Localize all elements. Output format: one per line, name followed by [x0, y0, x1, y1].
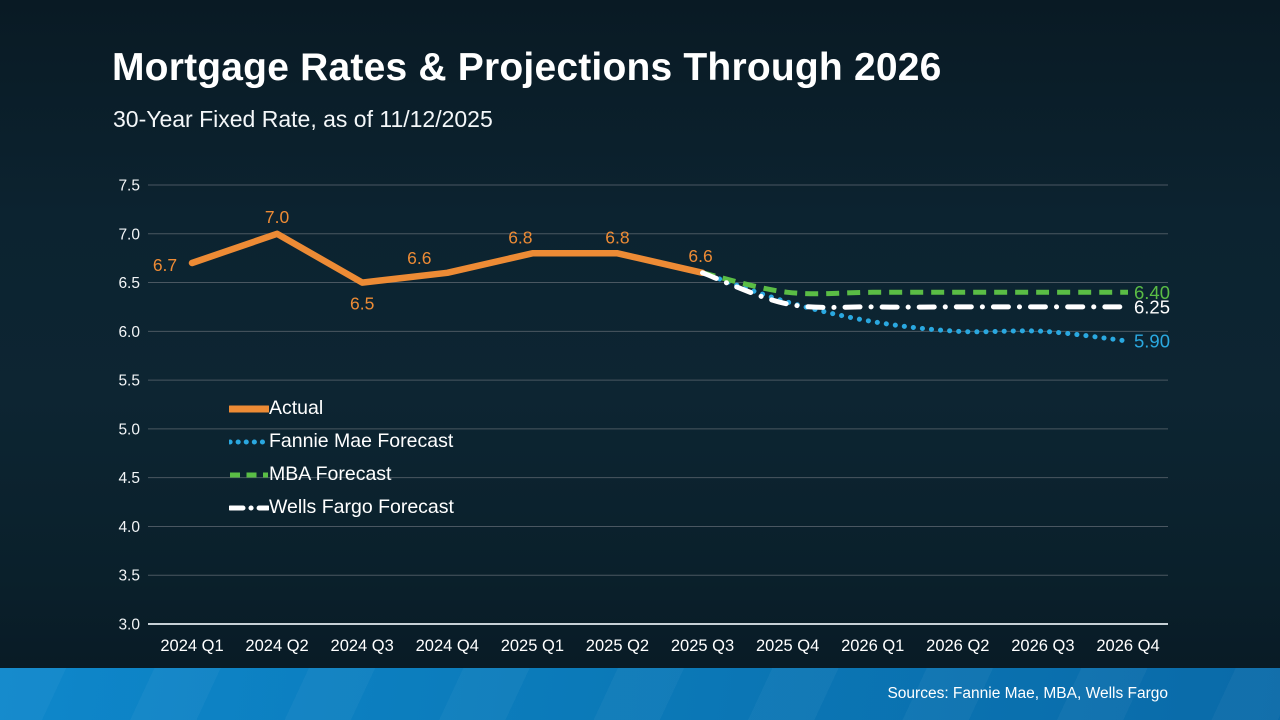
y-tick-label: 7.5 — [118, 178, 140, 195]
point-label: 7.0 — [265, 207, 290, 227]
x-tick-label: 2025 Q1 — [501, 637, 564, 655]
y-tick-label: 6.5 — [118, 275, 140, 292]
legend-label: MBA Forecast — [269, 462, 392, 485]
legend-label: Fannie Mae Forecast — [269, 429, 454, 452]
x-tick-label: 2026 Q2 — [926, 637, 989, 655]
legend-swatch-dash-dot-line-icon — [229, 505, 269, 510]
legend-item-mba-forecast: MBA Forecast — [229, 458, 454, 491]
y-tick-label: 7.0 — [118, 226, 140, 243]
x-tick-label: 2026 Q1 — [841, 637, 904, 655]
point-label: 6.6 — [688, 246, 712, 266]
sources-text: Sources: Fannie Mae, MBA, Wells Fargo — [887, 685, 1168, 702]
x-tick-label: 2025 Q3 — [671, 637, 734, 655]
x-tick-label: 2025 Q4 — [756, 637, 819, 655]
y-tick-label: 5.5 — [118, 373, 140, 390]
series-end-label: 6.25 — [1134, 296, 1170, 317]
y-tick-label: 3.5 — [118, 568, 140, 585]
x-tick-label: 2024 Q3 — [331, 637, 394, 655]
point-label: 6.5 — [350, 294, 374, 314]
x-tick-label: 2024 Q1 — [160, 637, 223, 655]
y-tick-label: 3.0 — [118, 617, 140, 634]
x-tick-label: 2026 Q4 — [1096, 637, 1159, 655]
y-tick-label: 4.5 — [118, 470, 140, 487]
series-end-label: 5.90 — [1134, 331, 1170, 352]
x-tick-label: 2026 Q3 — [1011, 637, 1074, 655]
legend-item-fannie-mae-forecast: Fannie Mae Forecast — [229, 425, 454, 458]
slide-title: Mortgage Rates & Projections Through 202… — [112, 46, 942, 89]
legend-swatch-solid-line-icon — [229, 405, 269, 412]
point-label: 6.6 — [407, 248, 431, 268]
series-line-mba-forecast — [701, 270, 1128, 297]
legend-label: Actual — [269, 396, 324, 419]
x-tick-label: 2025 Q2 — [586, 637, 649, 655]
legend-item-actual: Actual — [229, 392, 454, 425]
slide-subtitle: 30-Year Fixed Rate, as of 11/12/2025 — [113, 106, 493, 132]
point-label: 6.8 — [508, 227, 532, 247]
legend-swatch-dotted-line-icon — [229, 439, 269, 444]
y-tick-label: 6.0 — [118, 324, 140, 341]
legend-item-wells-fargo-forecast: Wells Fargo Forecast — [229, 491, 454, 524]
chart-legend: Actual Fannie Mae Forecast MBA Forecast Wel… — [229, 392, 454, 524]
point-label: 6.8 — [605, 227, 629, 247]
x-tick-label: 2024 Q2 — [245, 637, 308, 655]
point-label: 6.7 — [153, 255, 177, 275]
x-tick-label: 2024 Q4 — [416, 637, 479, 655]
series-line-wells-fargo-forecast — [700, 270, 1131, 310]
footer-bar: Sources: Fannie Mae, MBA, Wells Fargo — [0, 668, 1280, 720]
legend-swatch-dashed-line-icon — [230, 472, 268, 477]
y-tick-label: 5.0 — [118, 421, 140, 438]
legend-label: Wells Fargo Forecast — [269, 495, 454, 518]
series-end-label: 6.40 — [1134, 282, 1170, 303]
y-tick-label: 4.0 — [118, 519, 140, 536]
series-line-actual — [188, 230, 706, 286]
